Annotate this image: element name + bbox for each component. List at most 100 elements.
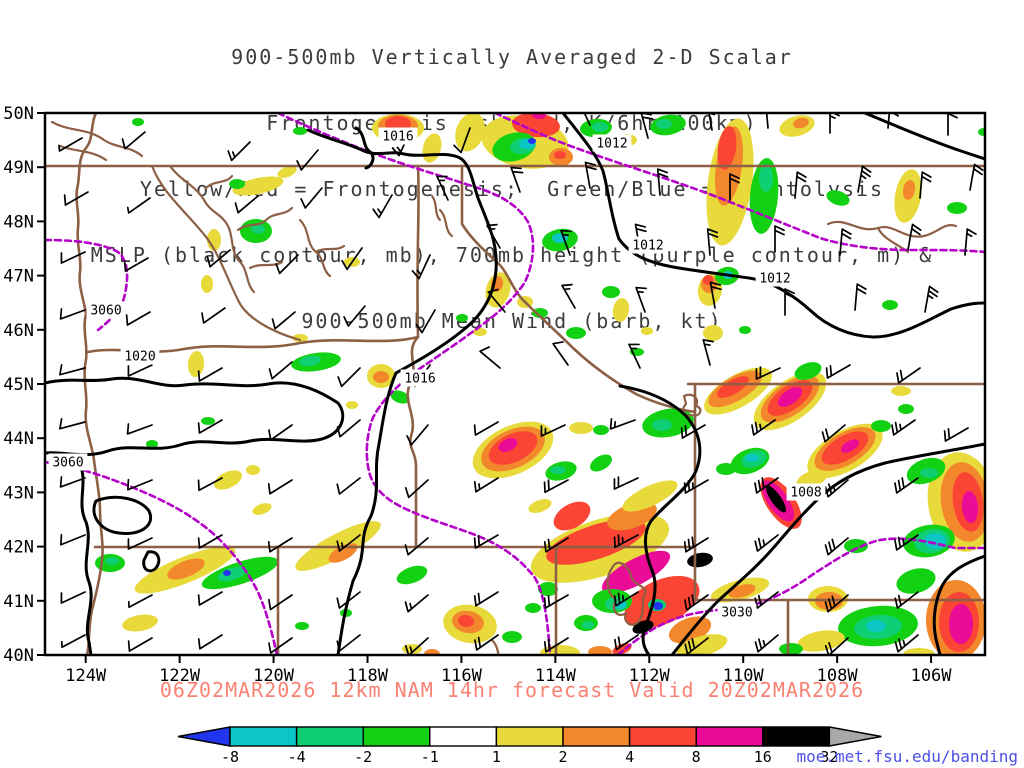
mslp-contour [670, 442, 985, 655]
wind-barb [706, 228, 719, 256]
shading-blob [588, 646, 612, 655]
wind-barb [336, 477, 361, 495]
contour-label: 1012 [632, 239, 663, 254]
lon-tick-label: 118W [347, 666, 389, 686]
wind-barb [754, 634, 779, 653]
shading-blob [455, 113, 485, 152]
wind-barb [765, 113, 769, 129]
shading-blob [396, 565, 428, 585]
shading-blob [728, 584, 756, 598]
wind-barb [943, 427, 969, 442]
shading-blob [528, 138, 536, 144]
wind-barb [825, 364, 851, 379]
contour-label: 1016 [404, 372, 435, 387]
wind-barb [206, 249, 231, 268]
shading-blob [866, 620, 886, 632]
shading-blob [903, 648, 935, 655]
shading-blob [232, 176, 284, 196]
wind-barb [197, 634, 223, 650]
wind-barb [613, 534, 639, 549]
shading-blob [793, 117, 809, 129]
colorbar-tick-label: 32 [820, 748, 838, 766]
wind-barb [702, 339, 714, 366]
wind-barb [404, 537, 429, 556]
wind-barb [964, 228, 977, 256]
wind-barb [924, 285, 939, 313]
shading-blob [592, 122, 608, 132]
lon-tick-label: 108W [817, 666, 859, 686]
shading-blob [891, 386, 911, 396]
lon-tick-label: 112W [629, 666, 671, 686]
shading-blob [346, 401, 358, 409]
shading-blob [201, 417, 215, 425]
mslp-contour [863, 113, 985, 161]
wind-barb [774, 225, 785, 253]
wind-barb [197, 419, 223, 434]
shading-blob [590, 454, 612, 472]
shading-blob [896, 568, 936, 594]
lake-pend-oreille [430, 194, 442, 222]
puget-sound [168, 164, 346, 294]
pacific-coastline [75, 113, 104, 655]
shading-blob [687, 552, 713, 568]
title-line-1: 900-500mb Vertically Averaged 2-D Scalar [231, 45, 793, 69]
shading-blob [765, 485, 787, 513]
wind-barb [372, 194, 393, 219]
shading-blob [105, 557, 119, 565]
wind-barb [336, 591, 361, 609]
wind-barb [684, 637, 709, 655]
wind-barb [613, 591, 639, 607]
shading-blob [246, 465, 260, 475]
shading-blob [653, 602, 663, 610]
shading-blob [512, 113, 560, 138]
shading-blob [826, 190, 850, 206]
wind-barb [201, 307, 226, 324]
shading-blob [840, 439, 860, 453]
wind-barb [267, 479, 293, 495]
wind-barb [543, 479, 569, 494]
shading-blob [961, 491, 979, 523]
wind-barb [275, 254, 299, 275]
lon-tick-label: 106W [911, 666, 953, 686]
lat-tick-label: 43N [3, 483, 34, 503]
shading-blob [703, 325, 723, 341]
shading-blob [902, 180, 916, 200]
shading-blob [390, 390, 410, 404]
wind-barb [126, 197, 151, 214]
shading-blob [612, 298, 630, 322]
lon-tick-label: 116W [441, 666, 483, 686]
shading-blob [167, 558, 205, 580]
wind-barb [268, 361, 293, 380]
shading-blob [882, 300, 898, 310]
salmon-river [438, 208, 454, 238]
shading-blob [132, 118, 144, 126]
colorbar-legend: -8 -4 -2 -1 1 2 4 8 16 32 [177, 726, 882, 766]
mslp-contour-1012 [561, 113, 985, 339]
contour-label-box [717, 603, 757, 621]
lat-tick-label: 42N [3, 538, 34, 558]
wind-barb [824, 537, 849, 556]
mslp-contour-1008 [618, 384, 702, 655]
wind-barb [510, 166, 524, 193]
wind-barb [473, 534, 499, 549]
contour-label-box [86, 301, 126, 319]
colorbar-tick-label: -2 [354, 748, 372, 766]
wind-barb [754, 477, 779, 494]
shading-blob [615, 601, 627, 609]
shading-blob [569, 422, 593, 434]
contour-label-box [628, 236, 668, 254]
shading-blob [797, 630, 845, 652]
colorbar-cell [628, 726, 697, 747]
wind-barb [436, 175, 449, 201]
contour-label: 1020 [124, 350, 155, 365]
wind-barb [754, 534, 779, 552]
wind-barb [894, 477, 919, 494]
credit-link[interactable]: moe.met.fsu.edu/banding [796, 747, 1018, 766]
wind-barb [60, 251, 86, 264]
shading-blob [844, 539, 868, 553]
lon-tick-label: 110W [723, 666, 765, 686]
shading-blob [498, 438, 518, 452]
wind-barb [197, 477, 223, 492]
wind-barb [127, 364, 153, 377]
